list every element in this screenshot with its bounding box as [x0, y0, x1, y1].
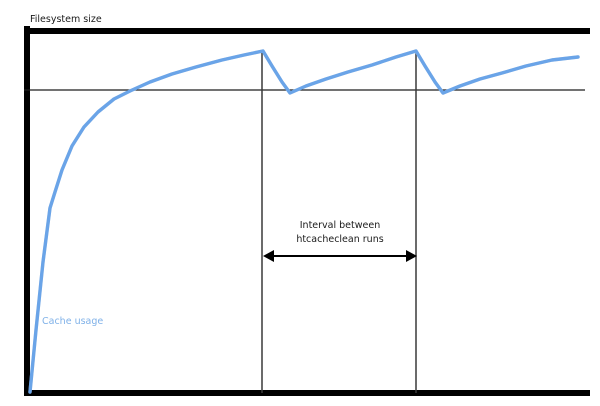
- interval-arrow: [263, 250, 417, 262]
- interval-label-line-2: htcacheclean runs: [296, 234, 383, 245]
- interval-label-line-1: Interval between: [300, 220, 380, 231]
- filesystem-size-label: Filesystem size: [30, 14, 102, 25]
- cache-usage-label: Cache usage: [42, 316, 103, 327]
- interval-arrow-head-right: [406, 250, 417, 262]
- cache-usage-curve: [28, 49, 580, 394]
- interval-arrow-head-left: [263, 250, 274, 262]
